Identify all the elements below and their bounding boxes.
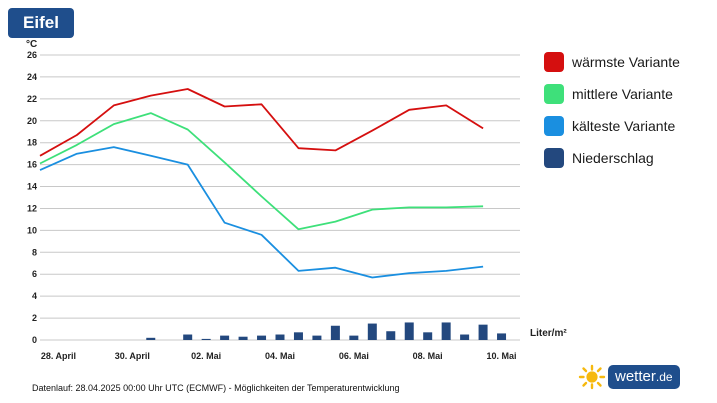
legend-item-median: mittlere Variante [544, 83, 680, 105]
x-tick-label: 02. Mai [191, 351, 221, 361]
y-tick-label: 18 [27, 138, 37, 148]
y-tick-label: 14 [27, 182, 37, 192]
y-tick-label: 12 [27, 203, 37, 213]
legend-item-precipitation: Niederschlag [544, 147, 680, 169]
precipitation-bar [312, 335, 322, 340]
legend-item-coldest: kälteste Variante [544, 115, 680, 137]
legend-label-precipitation: Niederschlag [572, 150, 654, 166]
x-tick-label: 04. Mai [265, 351, 295, 361]
x-tick-label: 28. April [41, 351, 76, 361]
region-title-badge: Eifel [8, 8, 74, 38]
x-tick-label: 10. Mai [487, 351, 517, 361]
precipitation-bar [201, 338, 211, 340]
y-tick-label: 0 [32, 335, 37, 345]
legend-label-warmest: wärmste Variante [572, 54, 680, 70]
legend-item-warmest: wärmste Variante [544, 51, 680, 73]
brand-name: wetter [615, 368, 656, 385]
brand-tld: .de [655, 370, 673, 384]
y-tick-label: 6 [32, 269, 37, 279]
x-tick-label: 30. April [115, 351, 150, 361]
y-tick-label: 4 [32, 291, 37, 301]
x-tick-label: 08. Mai [413, 351, 443, 361]
precipitation-bar [367, 323, 377, 340]
legend-label-median: mittlere Variante [572, 86, 673, 102]
precipitation-bar [497, 333, 507, 340]
precipitation-bar [423, 332, 433, 340]
data-run-note: Datenlauf: 28.04.2025 00:00 Uhr UTC (ECM… [32, 383, 400, 393]
y-tick-label: 26 [27, 50, 37, 60]
y-tick-label: 16 [27, 160, 37, 170]
precipitation-bar [478, 324, 488, 340]
precipitation-bar [460, 334, 470, 340]
precipitation-bar [386, 331, 396, 340]
legend-swatch-median [544, 84, 564, 104]
precipitation-bar [293, 332, 303, 340]
x-tick-label: 06. Mai [339, 351, 369, 361]
brand-pill: wetter.de [608, 365, 680, 389]
series-line-coldest [39, 146, 484, 279]
y-tick-label: 8 [32, 247, 37, 257]
legend-swatch-warmest [544, 52, 564, 72]
legend: wärmste Variante mittlere Variante kälte… [544, 51, 680, 179]
y-tick-label: 10 [27, 225, 37, 235]
precipitation-bar [441, 322, 451, 340]
precipitation-bar [183, 334, 193, 340]
y-tick-label: 24 [27, 72, 37, 82]
precipitation-bar [275, 334, 285, 340]
precipitation-bar [257, 335, 267, 340]
legend-label-coldest: kälteste Variante [572, 118, 676, 134]
wetter-de-logo[interactable]: wetter.de [578, 364, 690, 390]
precipitation-bar [220, 335, 230, 340]
y-axis-unit: °C [26, 39, 37, 50]
series-line-median [39, 112, 484, 231]
precipitation-bar [349, 335, 359, 340]
precipitation-bar [404, 322, 414, 340]
legend-swatch-precipitation [544, 148, 564, 168]
precipitation-bar [146, 337, 156, 340]
y-tick-label: 22 [27, 94, 37, 104]
sun-icon [578, 364, 606, 390]
y-tick-label: 2 [32, 313, 37, 323]
y-tick-label: 20 [27, 116, 37, 126]
precipitation-bar [238, 336, 248, 340]
precipitation-unit-label: Liter/m² [530, 328, 567, 339]
legend-swatch-coldest [544, 116, 564, 136]
precipitation-bar [330, 325, 340, 340]
series-line-warmest [39, 88, 484, 157]
